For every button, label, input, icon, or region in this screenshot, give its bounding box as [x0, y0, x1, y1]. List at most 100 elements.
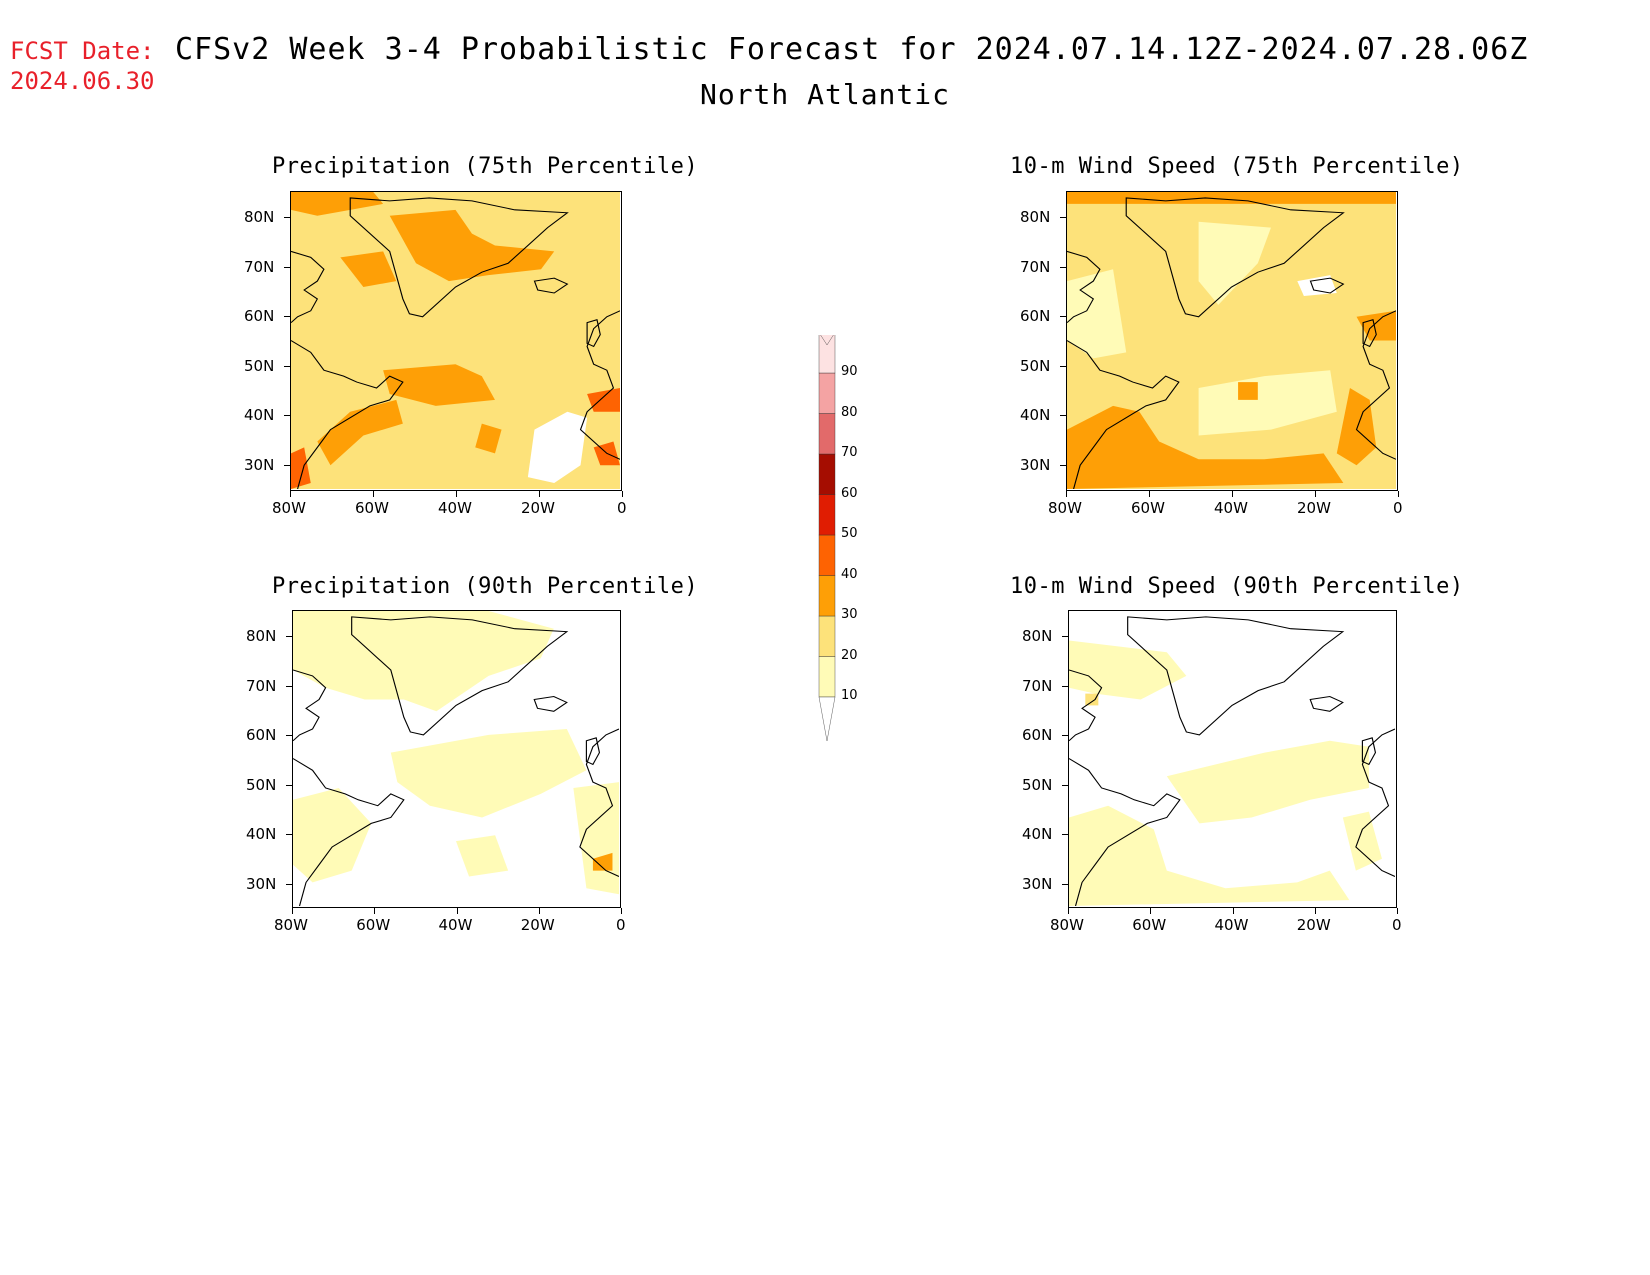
- lon-tick-mark: [373, 491, 374, 497]
- lat-tick-label: 70N: [1022, 676, 1053, 695]
- coastline: [533, 696, 568, 712]
- colorbar-swatch: [818, 656, 836, 698]
- probability-region: [390, 729, 587, 818]
- lat-tick-label: 80N: [1022, 627, 1053, 645]
- probability-region: [293, 788, 372, 883]
- colorbar-legend: 10 20 30 40 50 60 70 80 90: [805, 332, 875, 745]
- lon-tick-label: 60W: [1132, 916, 1167, 934]
- lon-tick-mark: [1149, 491, 1150, 497]
- lon-tick-label: 40W: [1214, 916, 1249, 934]
- lat-tick-mark: [286, 685, 292, 687]
- probability-region: [1198, 370, 1337, 436]
- colorbar-level-label: 40: [841, 566, 858, 582]
- colorbar-swatch: [818, 615, 836, 657]
- lat-tick-label: 60N: [244, 307, 275, 325]
- lon-tick-label: 80W: [1048, 499, 1082, 517]
- coastline: [1361, 737, 1377, 766]
- lon-tick-mark: [538, 908, 540, 914]
- lon-tick-mark: [1315, 491, 1316, 497]
- probability-region: [389, 209, 555, 282]
- lon-tick-mark: [456, 908, 458, 914]
- lon-tick-mark: [374, 908, 376, 914]
- probability-region: [1085, 693, 1099, 706]
- coastline: [349, 197, 569, 318]
- probability-region: [1238, 382, 1258, 400]
- lat-tick-label: 80N: [246, 627, 277, 645]
- panel-title-wind-90: 10-m Wind Speed (90th Percentile): [1010, 574, 1464, 599]
- colorbar-level-label: 30: [841, 607, 858, 622]
- lat-tick-mark: [284, 266, 290, 268]
- lat-tick-label: 50N: [246, 775, 277, 794]
- lon-tick-mark: [292, 908, 293, 914]
- colorbar-swatch: [818, 575, 836, 617]
- lat-tick-label: 80N: [244, 208, 275, 226]
- coastline: [1127, 616, 1345, 736]
- lon-tick-mark: [290, 491, 291, 497]
- probability-region: [527, 411, 588, 484]
- coastline: [579, 728, 619, 877]
- probability-region: [1198, 221, 1271, 305]
- lat-tick-mark: [1062, 784, 1068, 786]
- map-area: [1066, 191, 1398, 491]
- probability-region: [1069, 805, 1350, 906]
- lat-tick-mark: [286, 883, 292, 885]
- colorbar-level-label: 60: [841, 485, 858, 501]
- probability-region: [1336, 388, 1377, 466]
- panel-title-precip-75: Precipitation (75th Percentile): [272, 154, 699, 179]
- lat-tick-mark: [1060, 365, 1066, 367]
- lat-tick-label: 70N: [246, 676, 277, 695]
- probability-region: [587, 388, 620, 412]
- lon-tick-mark: [1150, 908, 1152, 914]
- lon-tick-mark: [539, 491, 540, 497]
- lon-tick-label: 80W: [1050, 916, 1084, 934]
- coastline: [1309, 277, 1345, 294]
- lat-tick-mark: [284, 316, 290, 317]
- probability-region: [293, 611, 554, 712]
- coastline: [579, 310, 620, 460]
- coastline: [1125, 197, 1345, 318]
- probability-region: [1342, 811, 1382, 871]
- probability-region: [456, 835, 509, 877]
- lat-tick-mark: [1062, 883, 1068, 885]
- probability-region: [1297, 275, 1337, 296]
- probability-region: [592, 852, 613, 871]
- lat-tick-label: 50N: [244, 356, 275, 375]
- lat-tick-label: 40N: [244, 406, 275, 424]
- lat-tick-mark: [1062, 834, 1068, 835]
- colorbar-level-label: 10: [841, 688, 858, 703]
- lat-tick-mark: [1062, 735, 1068, 736]
- lat-tick-label: 30N: [244, 455, 275, 474]
- lon-tick-label: 0: [617, 499, 627, 517]
- lon-tick-mark: [621, 908, 622, 914]
- lat-tick-mark: [1060, 415, 1066, 416]
- lat-tick-mark: [284, 464, 290, 466]
- lon-tick-mark: [1232, 908, 1234, 914]
- lat-tick-label: 50N: [1020, 356, 1051, 375]
- lon-tick-label: 20W: [521, 499, 555, 517]
- lon-tick-label: 0: [1392, 916, 1402, 934]
- lat-tick-mark: [284, 415, 290, 416]
- lon-tick-label: 40W: [438, 916, 473, 934]
- lat-tick-mark: [1060, 217, 1066, 218]
- colorbar-level-label: 80: [841, 404, 858, 420]
- lon-tick-label: 40W: [1214, 499, 1248, 517]
- lat-tick-label: 40N: [1022, 825, 1053, 843]
- lat-tick-mark: [286, 834, 292, 835]
- colorbar-level-label: 70: [841, 445, 858, 460]
- probability-region: [1067, 192, 1396, 204]
- colorbar-swatch: [818, 413, 836, 455]
- lat-tick-mark: [1060, 266, 1066, 268]
- lon-tick-label: 80W: [272, 499, 306, 517]
- map-area: [292, 610, 621, 908]
- lon-tick-label: 80W: [274, 916, 308, 934]
- lat-tick-label: 70N: [1020, 257, 1051, 276]
- lon-tick-label: 0: [1393, 499, 1403, 517]
- forecast-date-value: 2024.06.30: [10, 67, 155, 95]
- colorbar-swatch: [818, 494, 836, 536]
- lon-tick-mark: [1398, 491, 1399, 497]
- colorbar-level-label: 90: [841, 364, 858, 379]
- lat-tick-mark: [1062, 685, 1068, 687]
- probability-region: [475, 423, 502, 454]
- colorbar-swatch: [818, 534, 836, 576]
- lon-tick-mark: [456, 491, 457, 497]
